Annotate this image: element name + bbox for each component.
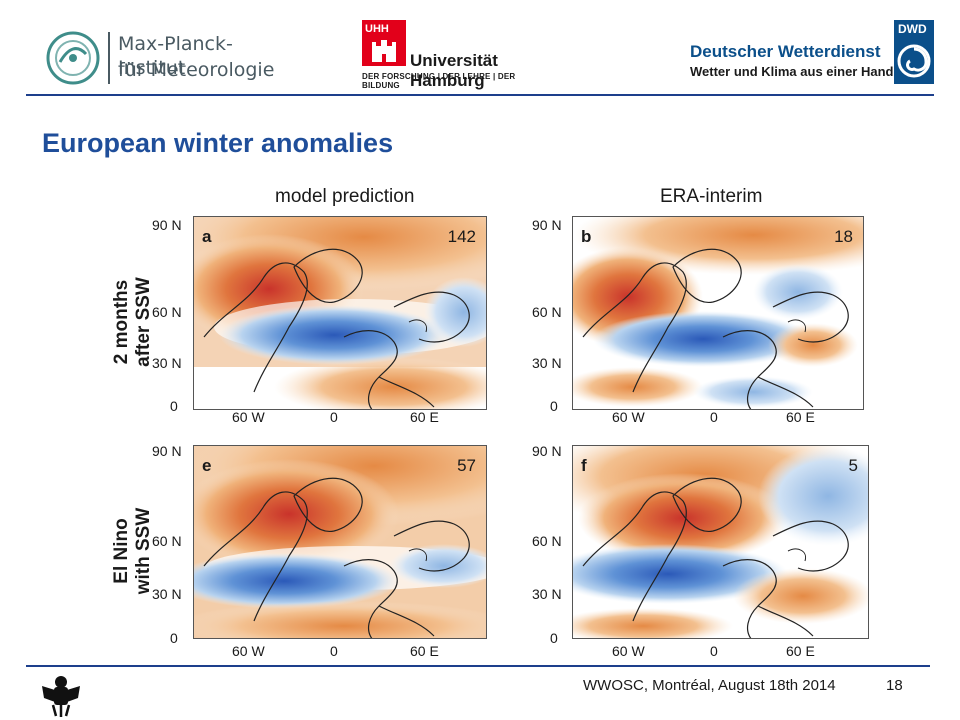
map-panel-e: e 57 bbox=[193, 445, 487, 639]
mpi-emblem-icon bbox=[46, 31, 100, 85]
panel-letter: a bbox=[202, 227, 212, 246]
y-tick-label: 60 N bbox=[152, 533, 182, 549]
x-tick-label: 60 W bbox=[612, 409, 645, 425]
y-tick-label: 90 N bbox=[532, 443, 562, 459]
panel-count: 142 bbox=[447, 227, 476, 246]
slide-title: European winter anomalies bbox=[42, 128, 394, 158]
x-tick-label: 60 E bbox=[410, 643, 439, 659]
y-tick-label: 30 N bbox=[152, 355, 182, 371]
dwd-swirl-icon bbox=[897, 44, 931, 78]
y-tick-label: 90 N bbox=[152, 217, 182, 233]
map-panel-b: b 18 bbox=[572, 216, 864, 410]
footer-conference: WWOSC, Montréal, August 18th 2014 bbox=[583, 677, 836, 694]
panel-letter: f bbox=[581, 456, 587, 475]
hamburg-castle-icon bbox=[372, 40, 396, 62]
y-tick-label: 30 N bbox=[152, 586, 182, 602]
map-panel-f: f 5 bbox=[572, 445, 869, 639]
y-tick-label: 60 N bbox=[532, 304, 562, 320]
y-tick-label: 90 N bbox=[152, 443, 182, 459]
y-tick-label: 60 N bbox=[532, 533, 562, 549]
y-tick-label: 0 bbox=[170, 398, 178, 414]
panel-letter: e bbox=[202, 456, 212, 475]
x-tick-label: 60 E bbox=[786, 643, 815, 659]
column-title-era: ERA-interim bbox=[660, 186, 763, 207]
x-tick-label: 60 E bbox=[410, 409, 439, 425]
x-tick-label: 0 bbox=[330, 643, 338, 659]
uhh-tagline: DER FORSCHUNG | DER LEHRE | DER BILDUNG bbox=[362, 72, 516, 90]
x-tick-label: 60 E bbox=[786, 409, 815, 425]
y-tick-label: 0 bbox=[170, 630, 178, 646]
uhh-badge: UHH bbox=[362, 20, 406, 66]
y-tick-label: 30 N bbox=[532, 355, 562, 371]
y-tick-label: 60 N bbox=[152, 304, 182, 320]
federal-eagle-icon bbox=[42, 676, 80, 717]
mpi-name-line2: für Meteorologie bbox=[118, 59, 275, 81]
uhh-name: Universität Hamburg bbox=[410, 51, 498, 90]
x-tick-label: 60 W bbox=[232, 409, 265, 425]
x-tick-label: 0 bbox=[710, 643, 718, 659]
row-label-top: 2 months after SSW bbox=[111, 277, 154, 367]
footer-divider bbox=[26, 665, 930, 667]
dwd-tagline: Wetter und Klima aus einer Hand bbox=[690, 64, 894, 79]
x-tick-label: 0 bbox=[330, 409, 338, 425]
panel-count: 18 bbox=[834, 227, 853, 246]
mpi-logo: Max-Planck-Institut für Meteorologie bbox=[45, 30, 285, 86]
uhh-logo: UHH Universität Hamburg DER FORSCHUNG | … bbox=[362, 20, 547, 90]
y-tick-label: 90 N bbox=[532, 217, 562, 233]
y-tick-label: 0 bbox=[550, 630, 558, 646]
x-tick-label: 60 W bbox=[612, 643, 645, 659]
mpi-name-line1: Max-Planck-Institut bbox=[118, 33, 233, 79]
x-tick-label: 60 W bbox=[232, 643, 265, 659]
map-panel-a: a 142 bbox=[193, 216, 487, 410]
header-divider bbox=[26, 94, 934, 96]
y-tick-label: 30 N bbox=[532, 586, 562, 602]
panel-count: 5 bbox=[848, 456, 858, 475]
page-number: 18 bbox=[886, 677, 903, 694]
y-tick-label: 0 bbox=[550, 398, 558, 414]
x-tick-label: 0 bbox=[710, 409, 718, 425]
panel-letter: b bbox=[581, 227, 592, 246]
dwd-badge: DWD bbox=[894, 20, 934, 84]
column-title-model: model prediction bbox=[275, 186, 415, 207]
dwd-name: Deutscher Wetterdienst bbox=[690, 42, 881, 61]
dwd-logo: Deutscher Wetterdienst Wetter und Klima … bbox=[690, 20, 935, 86]
panel-count: 57 bbox=[457, 456, 476, 475]
